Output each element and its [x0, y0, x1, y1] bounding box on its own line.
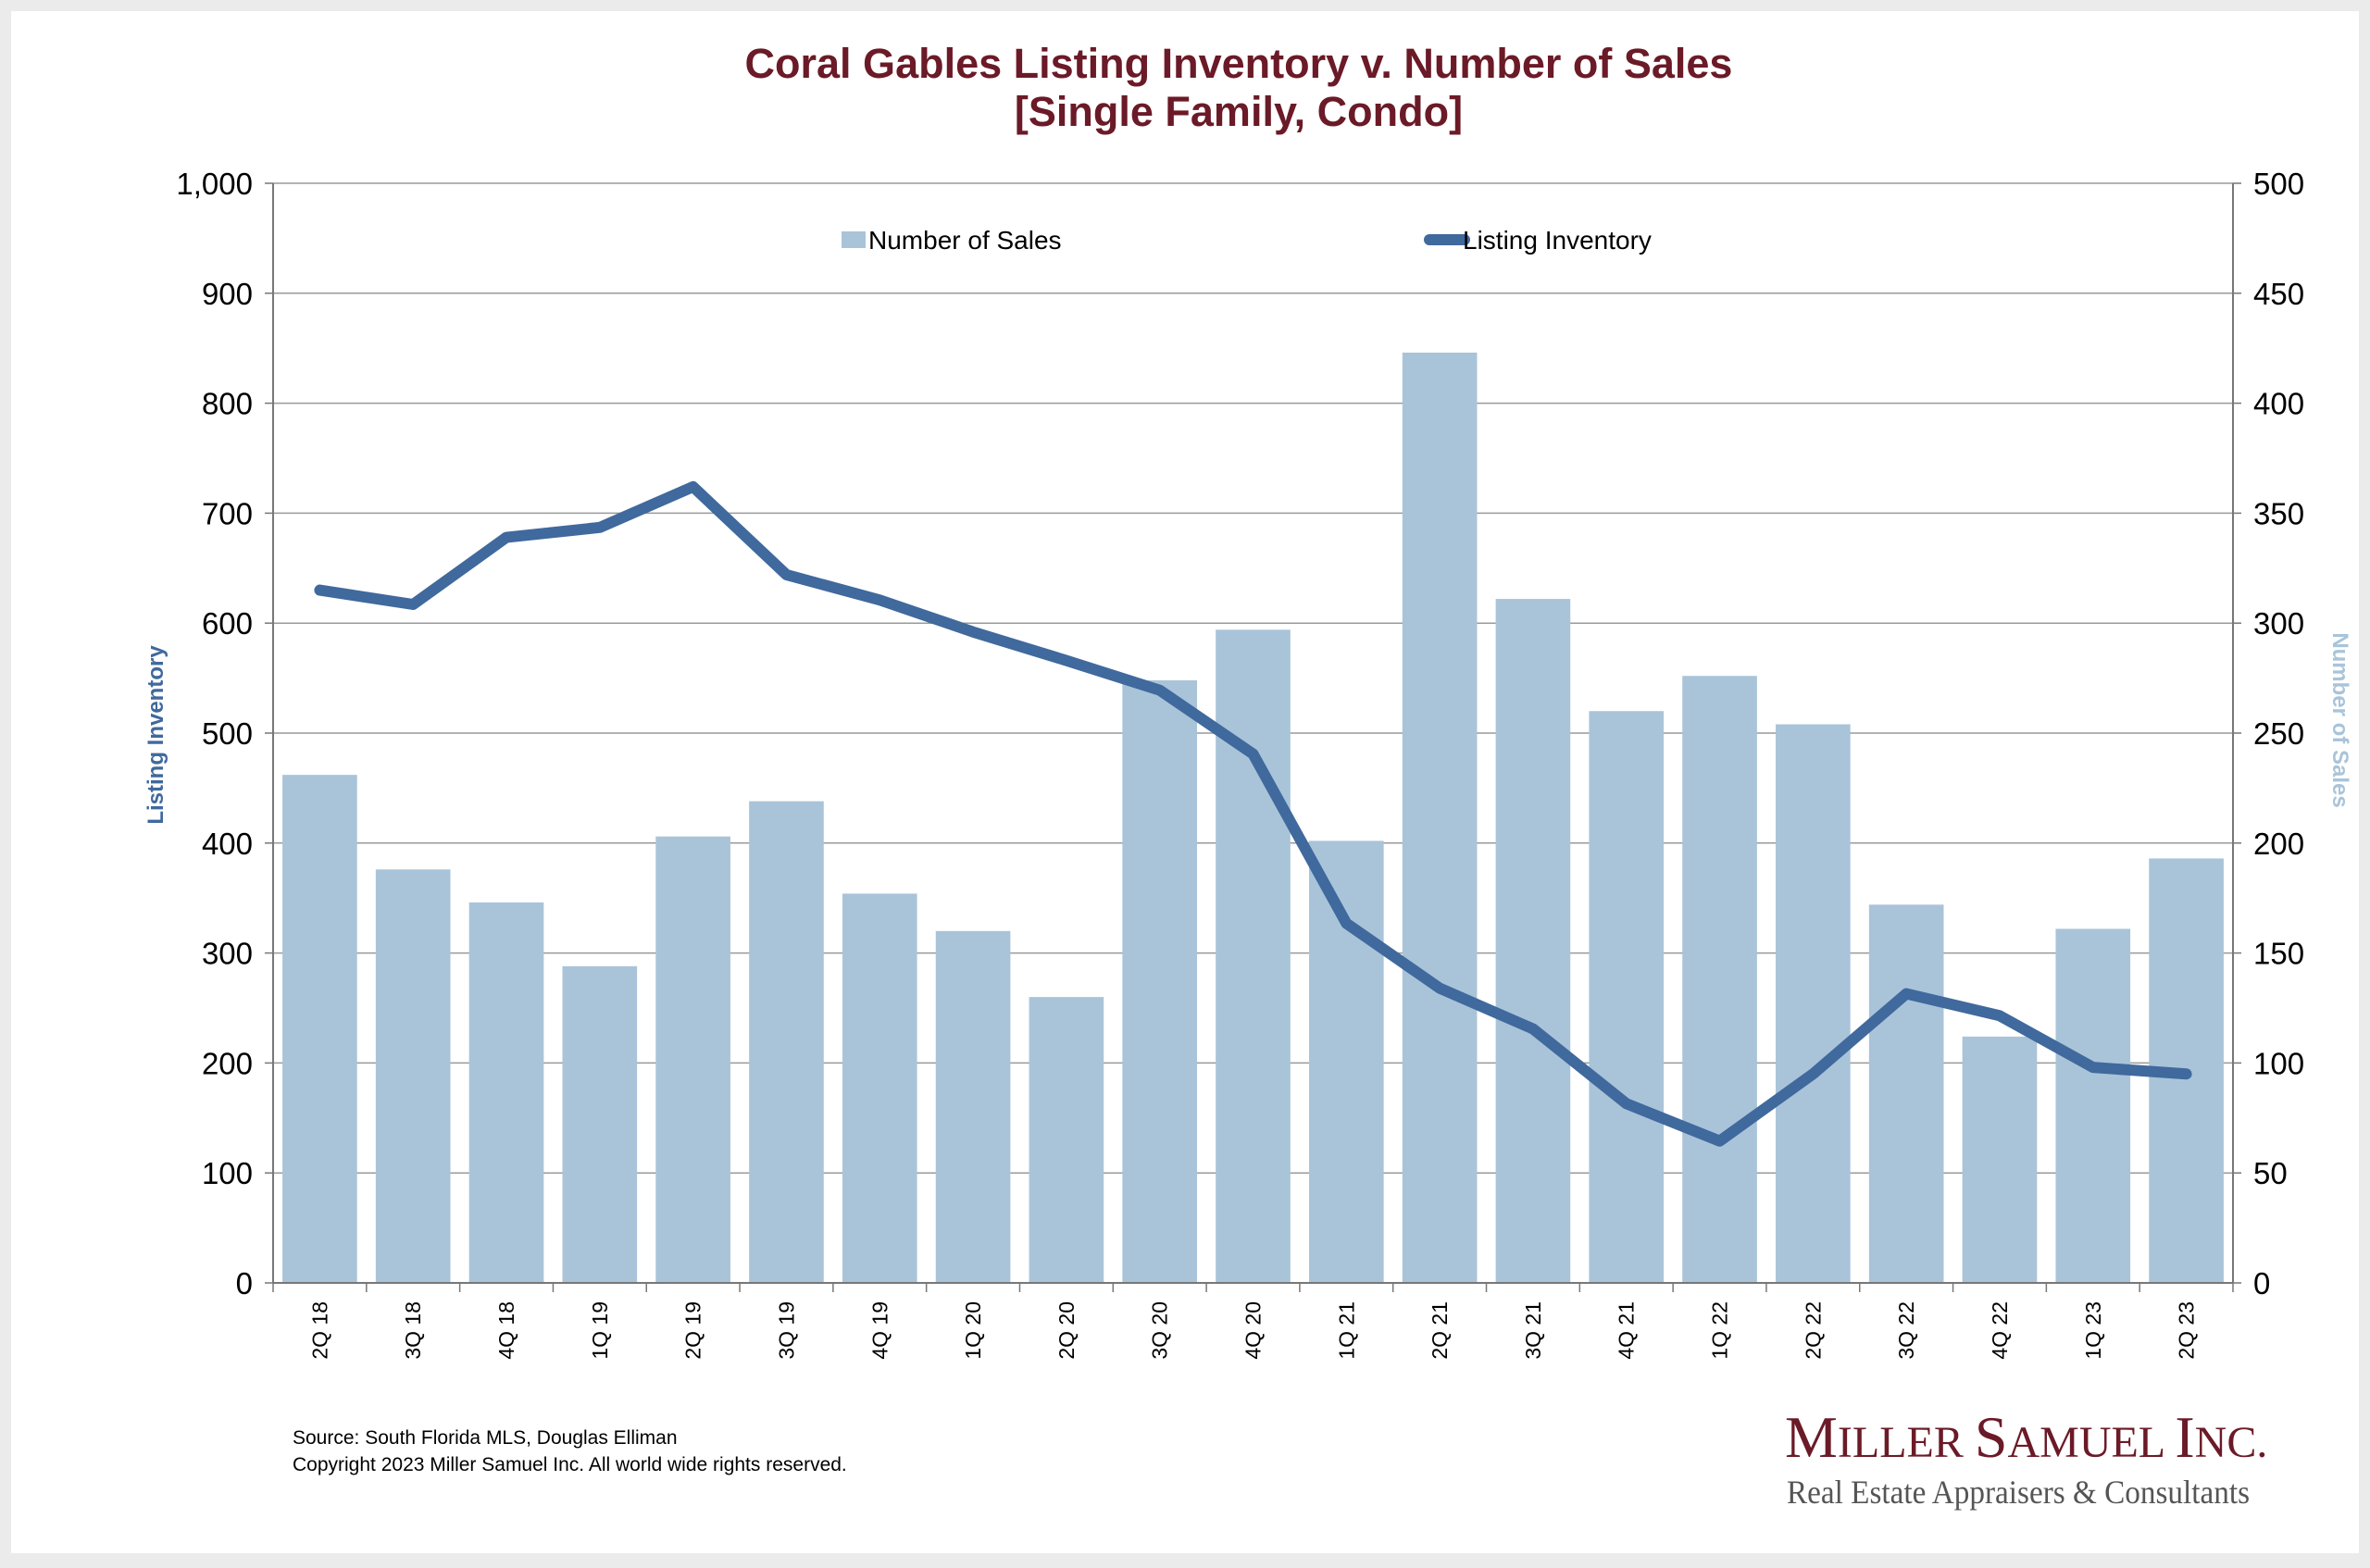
left-tick-label: 1,000: [176, 167, 253, 201]
right-tick-label: 200: [2253, 827, 2304, 861]
x-tick-label: 3Q 21: [1521, 1301, 1545, 1360]
brand-name: MILLER SAMUEL INC.: [1785, 1404, 2267, 1470]
left-tick-label: 300: [202, 937, 253, 971]
sales-bar: [1589, 711, 1665, 1283]
sales-bar: [1682, 676, 1757, 1283]
right-tick-label: 250: [2253, 716, 2304, 751]
right-tick-label: 100: [2253, 1046, 2304, 1080]
right-tick-label: 400: [2253, 387, 2304, 421]
sales-bar: [1029, 997, 1104, 1283]
legend-swatch-sales: [842, 231, 866, 248]
right-tick-label: 500: [2253, 167, 2304, 201]
x-tick-label: 4Q 20: [1241, 1301, 1266, 1360]
x-tick-label: 4Q 22: [1988, 1301, 2012, 1360]
brand-logo: MILLER SAMUEL INC. Real Estate Appraiser…: [1785, 1404, 2267, 1511]
right-tick-label: 0: [2253, 1266, 2270, 1300]
tick-labels: 0 100 200 300 400 500 600 700 800 900 1,000 0 50 100 1…: [176, 167, 2304, 1360]
inventory-line-layer: [314, 480, 2192, 1147]
chart-subtitle: [Single Family, Condo]: [1015, 88, 1463, 135]
left-axis-label: Listing Inventory: [143, 645, 168, 825]
sales-bar: [1962, 1036, 2038, 1283]
x-tick-label: 1Q 22: [1708, 1301, 1732, 1360]
left-tick-label: 400: [202, 827, 253, 861]
x-tick-label: 1Q 20: [961, 1301, 985, 1360]
sales-bar: [1122, 679, 1198, 1283]
sales-bar: [562, 965, 638, 1283]
chart-frame: Coral Gables Listing Inventory v. Number…: [11, 11, 2359, 1553]
right-tick-label: 450: [2253, 277, 2304, 311]
x-tick-label: 2Q 18: [307, 1301, 331, 1360]
source-line: Source: South Florida MLS, Douglas Ellim…: [293, 1427, 678, 1449]
copyright-line: Copyright 2023 Miller Samuel Inc. All wo…: [293, 1454, 847, 1475]
x-tick-label: 1Q 19: [588, 1301, 612, 1360]
left-tick-label: 900: [202, 277, 253, 311]
right-tick-label: 350: [2253, 496, 2304, 530]
x-tick-label: 3Q 22: [1894, 1301, 1918, 1360]
brand-tagline: Real Estate Appraisers & Consultants: [1787, 1474, 2250, 1511]
sales-bar: [1402, 352, 1478, 1283]
x-tick-label: 4Q 19: [867, 1301, 892, 1360]
chart-svg: Coral Gables Listing Inventory v. Number…: [143, 40, 2352, 1511]
axes: [265, 182, 2241, 1292]
sales-bar: [1776, 724, 1851, 1283]
legend-label-sales: Number of Sales: [868, 226, 1062, 255]
left-tick-label: 100: [202, 1156, 253, 1190]
sales-bar: [935, 930, 1011, 1283]
sales-bar: [842, 893, 917, 1283]
sales-bar: [375, 869, 451, 1283]
x-tick-label: 4Q 21: [1615, 1301, 1639, 1360]
x-tick-label: 1Q 21: [1334, 1301, 1358, 1360]
x-tick-label: 3Q 20: [1148, 1301, 1172, 1360]
left-tick-label: 500: [202, 716, 253, 751]
left-tick-label: 800: [202, 387, 253, 421]
x-tick-label: 2Q 22: [1801, 1301, 1825, 1360]
sales-bar: [282, 775, 357, 1283]
x-tick-label: 2Q 20: [1054, 1301, 1079, 1360]
x-tick-label: 3Q 19: [774, 1301, 798, 1360]
sales-bar: [749, 801, 824, 1283]
x-tick-label: 2Q 19: [681, 1301, 705, 1360]
right-tick-label: 150: [2253, 937, 2304, 971]
right-axis-label: Number of Sales: [2327, 632, 2352, 807]
inventory-line: [314, 480, 2192, 1147]
x-tick-label: 2Q 23: [2175, 1301, 2199, 1360]
sales-bar: [1216, 629, 1291, 1283]
sales-bar: [468, 902, 544, 1283]
sales-bar: [1308, 840, 1384, 1283]
legend: Number of Sales Listing Inventory: [842, 226, 1652, 255]
right-tick-label: 300: [2253, 606, 2304, 641]
sales-bar: [1868, 904, 1944, 1283]
left-tick-label: 0: [236, 1266, 253, 1300]
x-tick-label: 3Q 18: [401, 1301, 425, 1360]
sales-bar: [655, 836, 730, 1283]
sales-bar: [2055, 928, 2131, 1283]
sales-bar: [1495, 599, 1571, 1283]
sales-bars: [282, 352, 2224, 1283]
right-tick-label: 50: [2253, 1156, 2288, 1190]
chart-title: Coral Gables Listing Inventory v. Number…: [745, 40, 1733, 87]
left-tick-label: 700: [202, 496, 253, 530]
x-tick-label: 2Q 21: [1428, 1301, 1452, 1360]
x-tick-label: 1Q 23: [2081, 1301, 2105, 1360]
x-tick-label: 4Q 18: [494, 1301, 518, 1360]
left-tick-label: 200: [202, 1046, 253, 1080]
left-tick-label: 600: [202, 606, 253, 641]
legend-label-inventory: Listing Inventory: [1463, 226, 1652, 255]
